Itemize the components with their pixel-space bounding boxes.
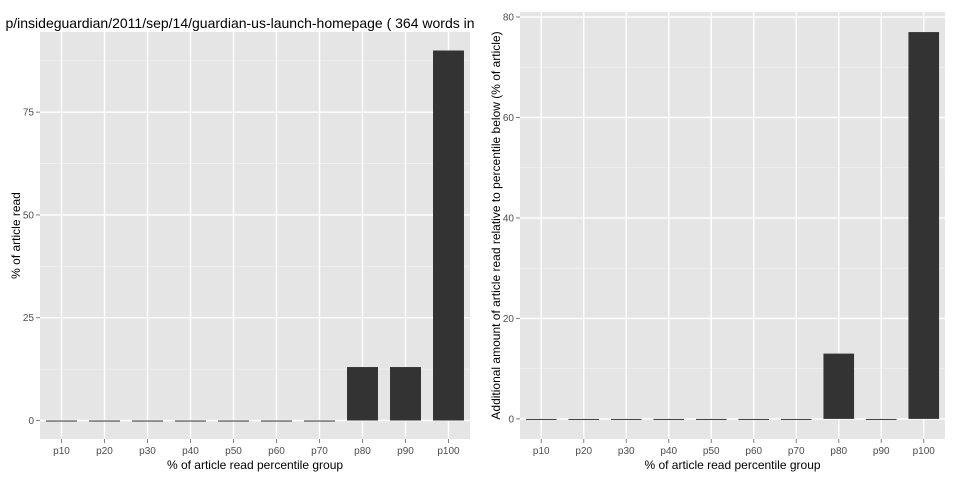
x-tick-label: p40 (182, 446, 199, 457)
x-tick-label: p20 (96, 446, 113, 457)
panel-gutter (480, 0, 520, 32)
x-tick-label: p80 (830, 446, 847, 457)
bar-p30 (610, 418, 642, 420)
y-axis-title: Additional amount of article read relati… (489, 31, 503, 419)
bar-p100 (433, 50, 464, 421)
x-axis-title: % of article read percentile group (167, 458, 343, 472)
x-tick-label: p90 (397, 446, 414, 457)
bar-p40 (175, 420, 206, 422)
bar-p60 (738, 418, 770, 420)
y-tick-label: 0 (508, 414, 514, 425)
bar-p40 (653, 418, 685, 420)
x-tick-label: p60 (268, 446, 285, 457)
x-tick-label: p30 (618, 446, 635, 457)
bar-p10 (46, 420, 77, 422)
x-tick-label: p100 (437, 446, 460, 457)
bar-p20 (89, 420, 120, 422)
y-tick-label: 25 (23, 313, 35, 324)
y-tick-label: 60 (503, 113, 515, 124)
x-tick-label: p90 (873, 446, 890, 457)
x-tick-label: p20 (575, 446, 592, 457)
x-tick-label: p100 (913, 446, 936, 457)
x-tick-label: p80 (354, 446, 371, 457)
y-tick-label: 80 (503, 13, 515, 24)
x-tick-label: p50 (225, 446, 242, 457)
bar-p10 (525, 418, 557, 420)
x-tick-label: p10 (533, 446, 550, 457)
y-axis-title: % of article read (9, 192, 23, 279)
bar-p100 (908, 32, 940, 419)
x-axis-title: % of article read percentile group (644, 458, 820, 472)
x-tick-label: p40 (660, 446, 677, 457)
bar-p30 (132, 420, 163, 422)
bar-p90 (390, 367, 421, 421)
bar-p50 (695, 418, 727, 420)
y-tick-label: 40 (503, 213, 515, 224)
y-tick-label: 0 (28, 416, 34, 427)
bar-p20 (568, 418, 600, 420)
y-tick-label: 75 (23, 108, 35, 119)
left-chart: 0 25 50 75 p10 p20 p30 p40 p50 p60 p70 p80 p90 p100 % … (5, 15, 474, 472)
x-tick-label: p10 (53, 446, 70, 457)
y-tick-label: 20 (503, 314, 515, 325)
bar-p90 (865, 418, 897, 420)
bar-p80 (823, 353, 855, 419)
x-tick-label: p50 (703, 446, 720, 457)
bar-p70 (304, 420, 335, 422)
right-chart: 0 20 40 60 80 p10 p20 p30 p40 p50 p60 p70 p80 p90 p100… (489, 12, 945, 472)
plot-title: p/insideguardian/2011/sep/14/guardian-us… (5, 15, 474, 31)
bar-p80 (347, 367, 378, 421)
bar-p70 (780, 418, 812, 420)
plot-background (520, 12, 945, 439)
bar-p50 (218, 420, 249, 422)
x-tick-label: p70 (311, 446, 328, 457)
y-tick-label: 50 (23, 210, 35, 221)
x-tick-label: p70 (788, 446, 805, 457)
x-tick-label: p30 (139, 446, 156, 457)
bar-p60 (261, 420, 292, 422)
x-tick-label: p60 (745, 446, 762, 457)
